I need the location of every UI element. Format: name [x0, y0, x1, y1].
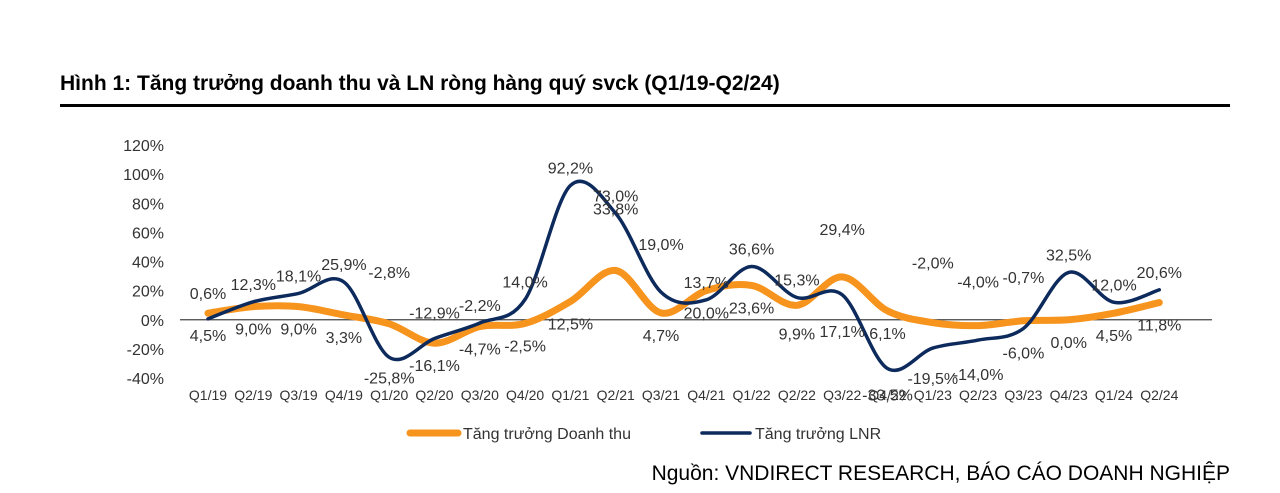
revenue-data-label: 33,8%	[593, 202, 638, 219]
revenue-data-label: 0,0%	[1050, 335, 1086, 352]
revenue-data-label: 9,0%	[235, 322, 271, 339]
profit-data-label: 20,6%	[1137, 265, 1182, 282]
profit-data-label: 32,5%	[1046, 247, 1091, 264]
profit-data-label: -33,5%	[862, 388, 913, 405]
net-profit-growth-line	[206, 179, 1162, 373]
x-tick-label: Q1/19	[189, 387, 227, 403]
revenue-data-label: 20,0%	[684, 306, 729, 323]
revenue-data-label: 9,9%	[779, 326, 815, 343]
title-rule	[60, 104, 1230, 107]
y-tick-label: 0%	[141, 313, 164, 330]
x-tick-label: Q4/19	[325, 387, 363, 403]
x-tick-label: Q3/23	[1004, 387, 1042, 403]
x-tick-label: Q1/22	[733, 387, 771, 403]
profit-data-label: 17,1%	[820, 324, 865, 341]
x-tick-label: Q3/19	[280, 387, 318, 403]
revenue-data-label: 4,5%	[1096, 328, 1132, 345]
x-tick-label: Q2/19	[234, 387, 272, 403]
x-tick-label: Q4/23	[1050, 387, 1088, 403]
y-tick-label: 20%	[132, 284, 164, 301]
profit-data-label: 15,3%	[774, 272, 819, 289]
x-tick-label: Q3/20	[461, 387, 499, 403]
x-tick-label: Q1/24	[1095, 387, 1133, 403]
revenue-data-label: 4,5%	[190, 328, 226, 345]
chart-title: Hình 1: Tăng trưởng doanh thu và LN ròng…	[60, 72, 780, 95]
profit-data-label: -19,5%	[907, 371, 958, 388]
revenue-data-label: -0,7%	[1003, 270, 1045, 287]
profit-data-label: 25,9%	[321, 257, 366, 274]
revenue-data-label: 29,4%	[820, 222, 865, 239]
profit-data-label: 73,0%	[593, 188, 638, 205]
profit-data-label: -14,0%	[953, 367, 1004, 384]
profit-data-label: 92,2%	[548, 160, 593, 177]
x-tick-label: Q2/24	[1140, 387, 1178, 403]
revenue-data-label: -2,0%	[912, 256, 954, 273]
x-tick-label: Q2/21	[597, 387, 635, 403]
revenue-data-label: 3,3%	[326, 330, 362, 347]
x-tick-label: Q4/21	[687, 387, 725, 403]
x-tick-label: Q3/22	[823, 387, 861, 403]
y-tick-label: 100%	[123, 167, 164, 184]
x-tick-label: Q3/21	[642, 387, 680, 403]
x-tick-label: Q1/23	[914, 387, 952, 403]
revenue-data-label: -2,5%	[504, 338, 546, 355]
x-tick-label: Q2/20	[415, 387, 453, 403]
profit-data-label: -12,9%	[409, 306, 460, 323]
revenue-data-label: -16,1%	[409, 358, 460, 375]
profit-data-label: 0,6%	[190, 286, 226, 303]
revenue-data-label: -4,7%	[459, 342, 501, 359]
profit-data-label: 36,6%	[729, 241, 774, 258]
revenue-data-label: -4,0%	[957, 275, 999, 292]
y-tick-label: -40%	[127, 371, 164, 388]
profit-data-label: 13,7%	[684, 275, 729, 292]
revenue-data-label: -2,8%	[368, 265, 410, 282]
revenue-data-label: 23,6%	[729, 300, 774, 317]
profit-data-label: 12,0%	[1091, 277, 1136, 294]
legend-profit-label: Tăng trưởng LNR	[755, 426, 881, 443]
revenue-data-label: 6,1%	[869, 326, 905, 343]
legend-revenue-label: Tăng trưởng Doanh thu	[463, 426, 631, 443]
revenue-data-label: 11,8%	[1137, 318, 1181, 335]
x-tick-label: Q1/21	[551, 387, 589, 403]
profit-data-label: -6,0%	[1003, 345, 1045, 362]
revenue-data-label: 12,5%	[548, 317, 593, 334]
y-tick-label: 40%	[132, 255, 164, 272]
profit-data-label: -25,8%	[364, 370, 415, 387]
y-tick-label: 120%	[123, 138, 164, 155]
y-tick-label: 60%	[132, 225, 164, 242]
profit-data-label: 14,0%	[502, 274, 547, 291]
x-tick-label: Q2/22	[778, 387, 816, 403]
profit-data-label: 18,1%	[276, 268, 321, 285]
x-tick-label: Q4/20	[506, 387, 544, 403]
x-tick-label: Q1/20	[370, 387, 408, 403]
y-tick-label: -20%	[127, 342, 164, 359]
x-tick-label: Q2/23	[959, 387, 997, 403]
x-tick-label: Q4/22	[868, 387, 906, 403]
y-tick-label: 80%	[132, 196, 164, 213]
profit-data-label: 12,3%	[231, 277, 276, 294]
revenue-data-label: 4,7%	[643, 328, 679, 345]
profit-data-label: 19,0%	[638, 237, 683, 254]
revenue-data-label: 9,0%	[280, 322, 316, 339]
profit-data-label: -2,2%	[459, 298, 501, 315]
source-note: Nguồn: VNDIRECT RESEARCH, BÁO CÁO DOANH …	[651, 462, 1230, 485]
